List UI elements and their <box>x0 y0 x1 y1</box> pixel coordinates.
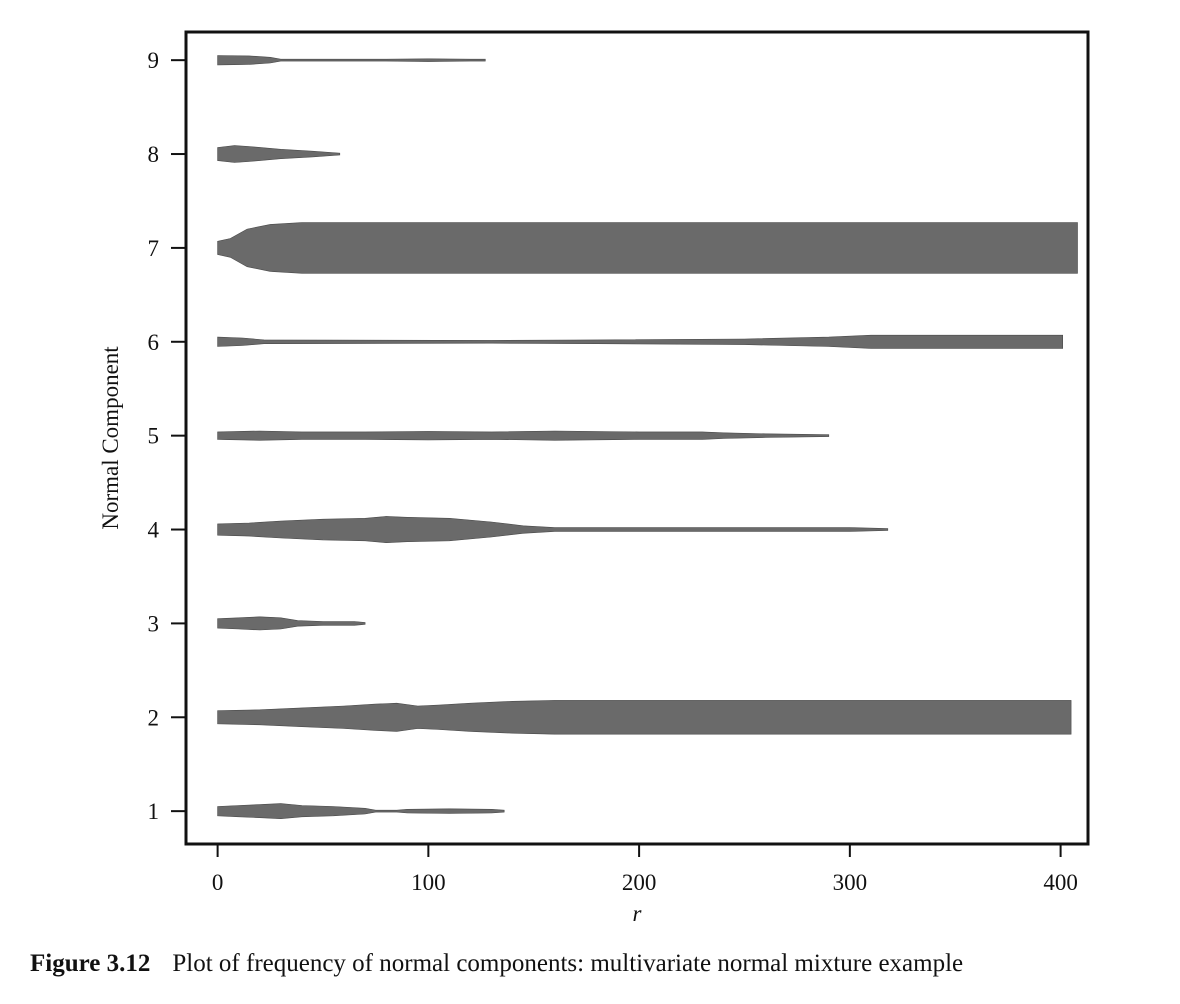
component-3-band <box>217 616 366 631</box>
component-1-band <box>217 803 505 820</box>
bands-layer <box>217 55 1078 820</box>
y-tick-label: 6 <box>148 330 160 355</box>
x-tick-label: 100 <box>411 870 446 895</box>
y-tick-label: 9 <box>148 48 160 73</box>
component-8-band <box>217 145 341 163</box>
x-tick-label: 0 <box>212 870 224 895</box>
component-7-band <box>217 222 1078 274</box>
x-axis: 0 100 200 300 400 <box>212 844 1078 895</box>
y-tick-label: 7 <box>148 236 160 261</box>
figure-caption: Figure 3.12 Plot of frequency of normal c… <box>30 950 963 978</box>
component-4-band <box>217 516 889 544</box>
y-axis: 1 2 3 4 5 6 7 8 9 <box>148 48 186 824</box>
y-tick-label: 4 <box>148 518 160 543</box>
y-tick-label: 3 <box>148 611 160 636</box>
y-tick-label: 2 <box>148 705 160 730</box>
x-tick-label: 300 <box>833 870 868 895</box>
component-9-band <box>217 55 486 66</box>
x-tick-label: 400 <box>1043 870 1078 895</box>
component-5-band <box>217 430 830 441</box>
figure-caption-label: Figure 3.12 <box>30 950 151 977</box>
component-2-band <box>217 700 1072 735</box>
y-axis-title: Normal Component <box>98 346 123 530</box>
plot-frame <box>184 30 1090 846</box>
y-tick-label: 1 <box>148 799 160 824</box>
x-axis-title: r <box>633 901 643 926</box>
y-tick-label: 8 <box>148 142 160 167</box>
x-tick-label: 200 <box>622 870 657 895</box>
figure-caption-text: Plot of frequency of normal components: … <box>172 950 964 977</box>
chart: 0 100 200 300 400 1 2 3 4 5 6 7 8 9 r Normal Compone… <box>98 30 1090 926</box>
component-6-band <box>217 334 1063 349</box>
y-tick-label: 5 <box>148 424 160 449</box>
